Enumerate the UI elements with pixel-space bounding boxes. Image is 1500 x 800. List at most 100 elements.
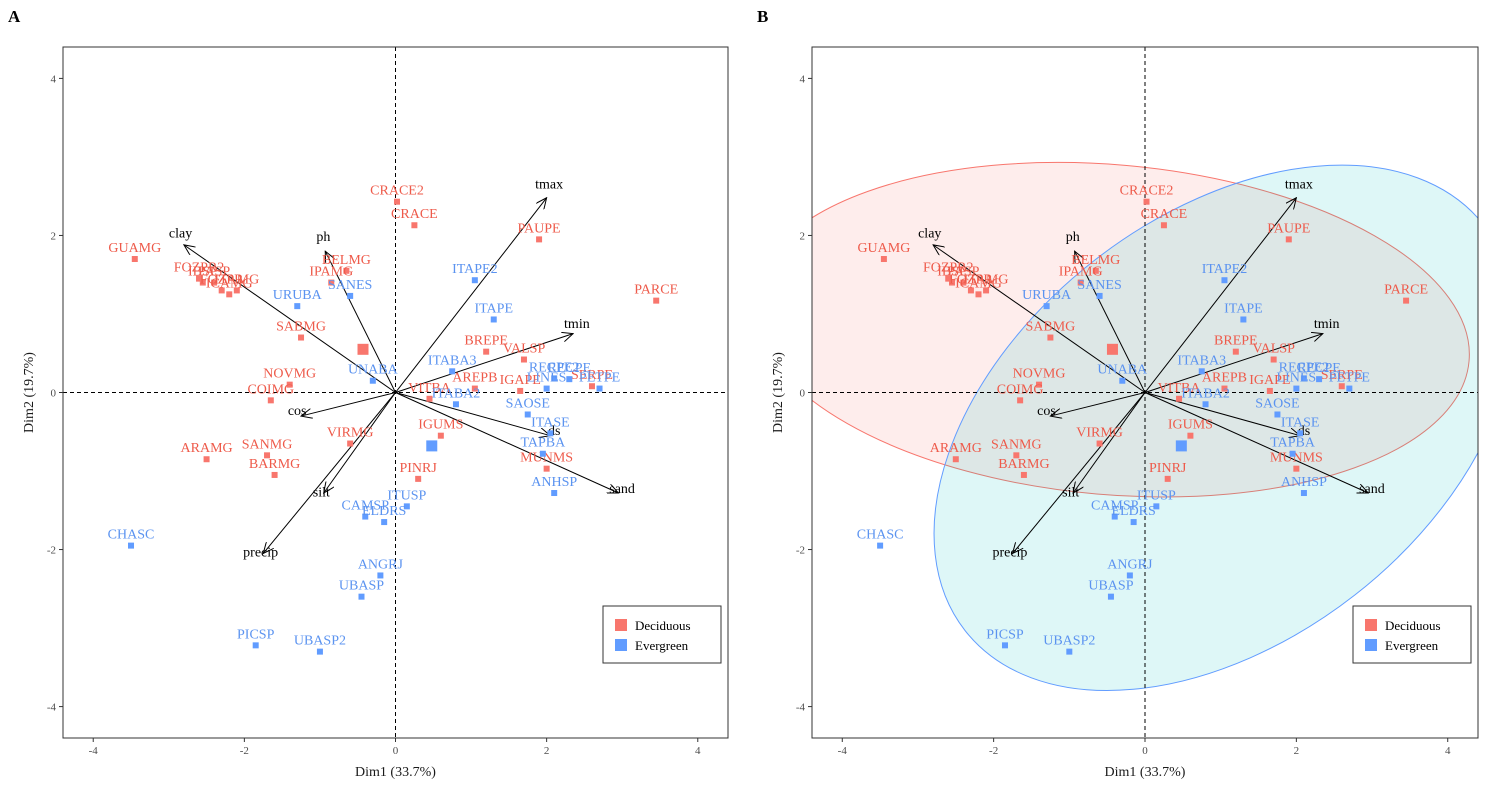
variable-label-precip: precip: [992, 546, 1027, 561]
point-marker: [1270, 356, 1277, 363]
point-marker: [1013, 452, 1020, 459]
x-tick-label: 2: [1294, 745, 1300, 757]
point-marker: [551, 375, 558, 382]
y-tick-label: -2: [47, 545, 56, 557]
variable-label-ph: ph: [316, 230, 330, 245]
point-label: SABMG: [1025, 320, 1075, 335]
point-marker: [1111, 513, 1118, 520]
point-marker: [1153, 503, 1160, 510]
point-marker: [226, 291, 233, 298]
y-tick-label: -4: [796, 702, 806, 714]
arrow-silt: [324, 392, 396, 494]
legend-label-evergreen: Evergreen: [635, 638, 689, 653]
point-marker: [203, 456, 210, 463]
point-marker: [967, 287, 974, 294]
point-label: ITABA2: [432, 386, 481, 401]
y-tick-label: -2: [796, 545, 805, 557]
x-axis-title: Dim1 (33.7%): [1105, 765, 1186, 780]
x-tick-label: -4: [89, 745, 99, 757]
centroid-deciduous: [1106, 343, 1118, 355]
point-label: ITAPE: [474, 301, 513, 316]
point-label: SERPE: [1321, 368, 1363, 383]
x-tick-label: -2: [240, 745, 249, 757]
point-label: IPAMG: [309, 265, 353, 280]
point-marker: [199, 279, 206, 286]
point-label: ITABA2: [1181, 386, 1230, 401]
point-label: PETPE: [1329, 371, 1370, 386]
arrow-precip: [263, 392, 396, 554]
point-label: IPAMG: [1059, 265, 1103, 280]
point-label: VITBA: [408, 381, 452, 396]
arrow-sand: [395, 392, 619, 494]
point-marker: [566, 376, 573, 383]
point-label: CRACE: [391, 207, 438, 222]
legend-key-deciduous: [615, 619, 627, 631]
panel-b: B -4 -2 0 2 4 -4 -2 0 2 4 Dim1 (33.7%) Dim2 (19.7%) t…: [757, 7, 1479, 780]
point-label: VALSP: [1252, 342, 1295, 357]
point-label: SANMG: [991, 437, 1042, 452]
legend: Deciduous Evergreen: [1352, 605, 1472, 664]
point-marker: [267, 397, 274, 404]
point-label: VALSP: [503, 342, 546, 357]
point-marker: [452, 401, 459, 408]
point-marker: [483, 348, 490, 355]
point-marker: [394, 198, 401, 205]
point-marker: [1221, 385, 1228, 392]
plot-border: [811, 46, 1479, 739]
point-marker: [1077, 279, 1084, 286]
point-label: ANGRJ: [1107, 557, 1153, 572]
arrow-cos: [1050, 392, 1146, 417]
plot-border: [62, 46, 729, 739]
point-marker: [1001, 642, 1008, 649]
point-marker: [369, 377, 376, 384]
centroid-evergreen: [426, 440, 438, 452]
point-label: COIMG: [247, 382, 294, 397]
point-label: ANHSP: [531, 475, 577, 490]
y-axis-title: Dim2 (19.7%): [22, 352, 37, 433]
point-marker: [1346, 385, 1353, 392]
point-label: UBASP2: [1043, 634, 1095, 649]
point-marker: [347, 440, 354, 447]
point-marker: [449, 368, 456, 375]
point-label: IGUMS: [1168, 418, 1213, 433]
point-label: SERPE: [571, 368, 613, 383]
point-marker: [471, 277, 478, 284]
point-marker: [880, 256, 887, 263]
point-marker: [877, 542, 884, 549]
point-marker: [1096, 292, 1103, 299]
point-marker: [975, 291, 982, 298]
point-marker: [490, 316, 497, 323]
x-axis-title: Dim1 (33.7%): [355, 765, 436, 780]
point-marker: [517, 387, 524, 394]
point-label: TAPBA: [520, 436, 566, 451]
point-marker: [286, 381, 293, 388]
arrow-clay: [184, 245, 396, 393]
point-label: BARMG: [998, 457, 1049, 472]
point-label: ITAPE2: [1202, 262, 1248, 277]
point-marker: [377, 572, 384, 579]
point-marker: [1176, 395, 1183, 402]
point-marker: [1036, 381, 1043, 388]
variable-label-cos: cos: [288, 404, 307, 419]
point-marker: [1107, 593, 1114, 600]
point-marker: [1187, 432, 1194, 439]
point-label: SAOSE: [506, 396, 550, 411]
panel-label: A: [8, 7, 21, 26]
point-label: FOZPR: [200, 272, 244, 287]
point-marker: [949, 279, 956, 286]
point-label: CAMSP: [1091, 499, 1139, 514]
point-label: PASP: [198, 265, 230, 280]
point-label: ITAPE: [1224, 301, 1263, 316]
individual-points: CRACE2 CRACE PAUPE PARCE GUAMG FOZPR2IBSPPASP…: [857, 184, 1428, 655]
point-marker: [1338, 383, 1345, 390]
arrow-tmin: [395, 334, 574, 393]
arrow-tmax: [395, 198, 547, 393]
variable-label-cos: cos: [1037, 404, 1056, 419]
point-marker: [588, 383, 595, 390]
point-marker: [596, 385, 603, 392]
y-tick-label: 4: [800, 73, 806, 85]
point-marker: [1198, 368, 1205, 375]
point-marker: [328, 279, 335, 286]
point-label: COIMG: [997, 382, 1044, 397]
